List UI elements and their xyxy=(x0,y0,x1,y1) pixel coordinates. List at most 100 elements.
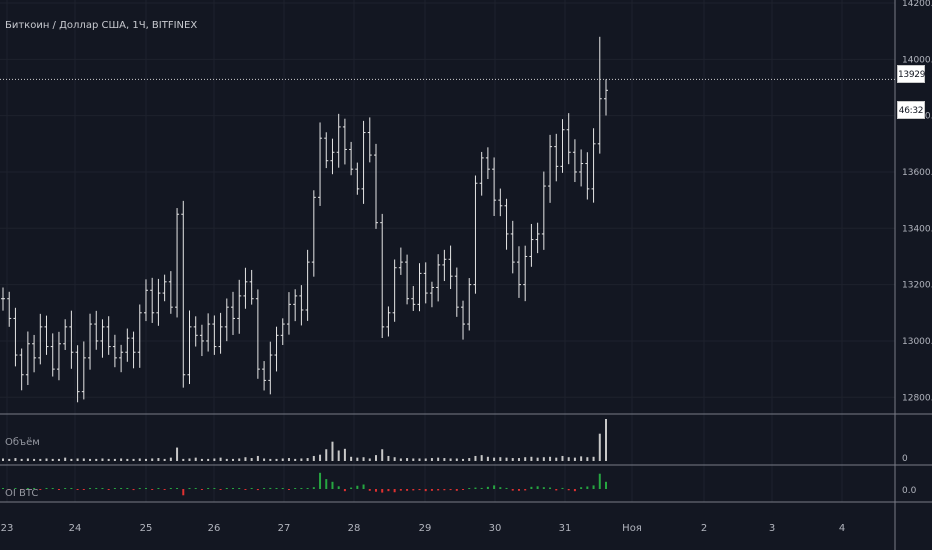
volume-bar xyxy=(437,457,440,461)
oi-bar xyxy=(573,489,576,492)
oi-bar xyxy=(14,488,17,489)
volume-bar xyxy=(443,458,446,461)
volume-bar xyxy=(561,455,564,461)
oi-bar xyxy=(138,488,141,489)
oi-bar xyxy=(200,489,203,490)
oi-bar xyxy=(244,489,247,490)
y-tick-label: 13400.0 xyxy=(902,224,932,234)
oi-bar xyxy=(64,488,67,489)
volume-bar xyxy=(573,457,576,461)
oi-bar xyxy=(605,481,607,489)
oi-bar xyxy=(567,489,570,491)
volume-bar xyxy=(393,457,396,461)
volume-bar xyxy=(144,458,147,461)
volume-bar xyxy=(70,458,73,461)
oi-bar xyxy=(412,489,415,491)
oi-bar xyxy=(399,489,402,491)
oi-bar xyxy=(586,486,589,489)
volume-bar xyxy=(82,458,85,461)
oi-bar xyxy=(319,472,322,489)
x-tick-label: 30 xyxy=(489,523,502,534)
volume-bar xyxy=(319,454,322,461)
oi-bar xyxy=(256,489,259,491)
oi-bar xyxy=(89,488,92,489)
oi-bar xyxy=(225,488,228,489)
volume-bar xyxy=(219,457,222,461)
volume-pane-label: Объём xyxy=(5,437,40,448)
oi-bar xyxy=(474,487,477,489)
x-tick-label: Ноя xyxy=(622,523,642,534)
oi-bar xyxy=(561,487,564,489)
volume-bar xyxy=(536,457,539,461)
volume-bar xyxy=(480,455,483,461)
volume-bar xyxy=(263,458,266,461)
volume-bar xyxy=(505,457,508,461)
oi-bar xyxy=(356,485,359,489)
oi-bar xyxy=(381,489,384,493)
oi-bar xyxy=(555,489,558,491)
volume-bar xyxy=(381,449,384,461)
volume-bar xyxy=(213,458,216,461)
oi-bar xyxy=(598,473,601,489)
oi-bar xyxy=(107,489,110,490)
oi-bar xyxy=(455,489,458,491)
oi-bar xyxy=(517,489,520,491)
oi-bar xyxy=(542,487,545,489)
volume-bar xyxy=(76,458,79,461)
oi-bar xyxy=(524,489,527,491)
oi-bar xyxy=(132,489,135,491)
volume-bar xyxy=(511,458,514,461)
oi-bar xyxy=(430,489,433,491)
oi-bar xyxy=(33,488,36,489)
oi-bar xyxy=(449,489,452,491)
volume-bar xyxy=(430,458,433,461)
volume-bar xyxy=(132,458,135,461)
oi-bar xyxy=(176,488,179,489)
volume-bar xyxy=(238,458,241,461)
oi-bar xyxy=(76,489,79,490)
volume-bar xyxy=(387,455,390,461)
y-tick-label: 13000.0 xyxy=(902,337,932,347)
volume-bar xyxy=(101,458,104,461)
oi-bar xyxy=(194,488,197,489)
volume-bar xyxy=(182,458,185,461)
x-tick-label: 27 xyxy=(278,523,291,534)
volume-bar xyxy=(542,457,545,461)
volume-bar xyxy=(331,441,334,461)
y-tick-label: 14000.0 xyxy=(902,55,932,65)
oi-bar xyxy=(82,489,85,490)
volume-bar xyxy=(374,455,377,461)
volume-bar xyxy=(126,458,129,461)
volume-bar xyxy=(312,455,315,461)
volume-bar xyxy=(250,458,253,461)
oi-bar xyxy=(157,488,160,489)
volume-bar xyxy=(517,458,520,461)
volume-bar xyxy=(549,456,552,461)
volume-bar xyxy=(244,457,247,461)
volume-bar xyxy=(424,458,427,461)
oi-bar xyxy=(368,489,371,491)
last-price-tag: 13929.0 xyxy=(897,65,932,83)
oi-bar xyxy=(499,487,502,489)
oi-bar xyxy=(238,488,241,489)
oi-bar xyxy=(163,489,166,490)
volume-bar xyxy=(232,458,235,461)
oi-bar xyxy=(120,488,123,489)
volume-bar xyxy=(586,457,589,461)
volume-bar xyxy=(120,458,123,461)
volume-bar xyxy=(57,458,60,461)
oi-bar xyxy=(207,488,210,489)
oi-bar xyxy=(51,488,54,489)
volume-bar xyxy=(89,458,92,461)
x-tick-label: 28 xyxy=(348,523,361,534)
volume-bar xyxy=(8,458,11,461)
oi-bar xyxy=(312,487,315,489)
y-tick-label: 14200.0 xyxy=(902,0,932,9)
oi-bar xyxy=(443,489,446,491)
volume-bar xyxy=(188,458,191,461)
oi-bar xyxy=(549,487,552,489)
volume-bar xyxy=(449,458,452,461)
volume-bar xyxy=(462,458,465,461)
volume-bar xyxy=(468,458,471,461)
oi-bar xyxy=(219,489,222,490)
